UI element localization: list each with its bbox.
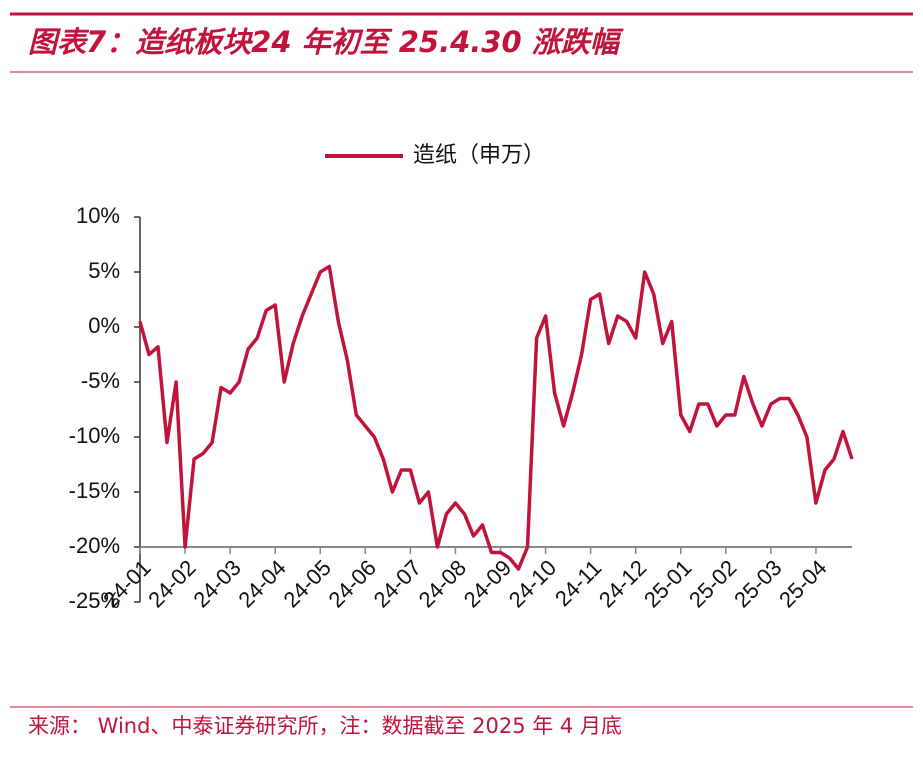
legend-label: 造纸（申万） (413, 143, 545, 168)
y-tick-label: -20% (69, 533, 120, 558)
y-tick-label: -15% (69, 478, 120, 503)
y-tick-label: 0% (88, 313, 120, 338)
x-tick-label: 25-03 (729, 555, 786, 612)
x-tick-label: 24-11 (550, 555, 606, 611)
x-tick-label: 25-01 (639, 555, 696, 612)
x-tick-label: 24-01 (98, 555, 155, 612)
x-tick-label: 24-06 (323, 555, 380, 612)
source-note: 来源： Wind、中泰证券研究所，注：数据截至 2025 年 4 月底 (28, 714, 622, 738)
y-tick-label: 10% (76, 203, 120, 228)
x-tick-label: 24-04 (233, 555, 290, 612)
chart-title: 图表7：造纸板块24 年初至 25.4.30 涨跌幅 (28, 25, 624, 59)
y-tick-label: 5% (88, 258, 120, 283)
x-tick-label: 25-04 (774, 555, 831, 612)
x-tick-label: 24-08 (414, 555, 471, 612)
y-tick-label: -10% (69, 423, 120, 448)
x-tick-label: 25-02 (684, 555, 741, 612)
x-tick-label: 24-12 (594, 555, 651, 612)
x-tick-label: 24-07 (369, 555, 426, 612)
x-tick-label: 24-09 (459, 555, 516, 612)
y-tick-label: -5% (81, 368, 120, 393)
y-tick-label: -25% (69, 588, 120, 613)
series-line (138, 264, 854, 571)
x-tick-label: 24-03 (188, 555, 245, 612)
x-tick-label: 24-05 (278, 555, 335, 612)
x-tick-label: 24-02 (143, 555, 200, 612)
